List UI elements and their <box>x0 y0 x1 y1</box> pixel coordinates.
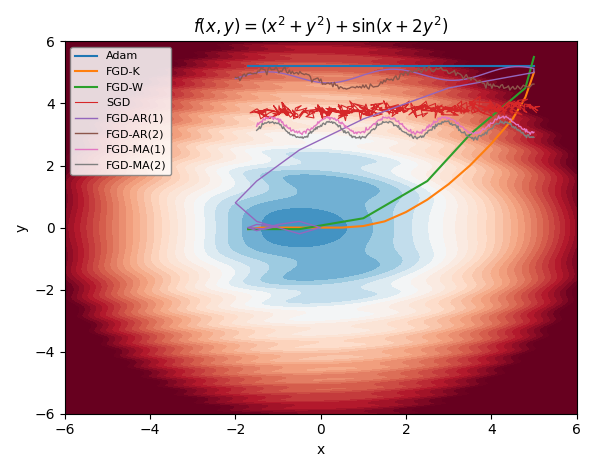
FGD-AR(2) <box>507 87 514 93</box>
FGD-AR(1) <box>413 70 420 76</box>
FGD-AR(1) <box>232 76 239 82</box>
FGD-K <box>445 181 452 187</box>
Line: FGD-K: FGD-K <box>248 73 534 229</box>
Adam <box>244 63 252 69</box>
FGD-K <box>509 116 516 122</box>
FGD-AR(1) <box>511 64 519 69</box>
FGD-MA(2) <box>530 135 538 140</box>
SGD <box>499 106 506 112</box>
FGD-AR(1) <box>244 225 252 230</box>
FGD-AR(1) <box>515 64 522 69</box>
FGD-AR(2) <box>250 71 257 76</box>
Title: $f(x, y) = (x^2 + y^2) + \sin(x + 2y^2)$: $f(x, y) = (x^2 + y^2) + \sin(x + 2y^2)$ <box>193 15 448 39</box>
FGD-K <box>317 225 324 230</box>
FGD-MA(2) <box>253 127 260 133</box>
SGD <box>423 108 430 113</box>
FGD-MA(1) <box>506 117 513 123</box>
FGD-AR(1) <box>258 69 265 75</box>
FGD-MA(1) <box>424 123 431 129</box>
FGD-K <box>274 225 281 230</box>
FGD-K <box>360 223 367 229</box>
SGD <box>533 110 540 115</box>
Line: FGD-AR(2): FGD-AR(2) <box>235 66 534 90</box>
FGD-W <box>253 226 260 232</box>
Line: FGD-MA(2): FGD-MA(2) <box>257 121 534 140</box>
Legend: Adam, FGD-K, FGD-W, SGD, FGD-AR(1), FGD-AR(2), FGD-MA(1), FGD-MA(2): Adam, FGD-K, FGD-W, SGD, FGD-AR(1), FGD-… <box>70 47 171 175</box>
FGD-W <box>244 226 252 232</box>
FGD-AR(1) <box>296 231 303 236</box>
FGD-MA(2) <box>423 130 430 135</box>
Line: FGD-MA(1): FGD-MA(1) <box>257 116 534 135</box>
FGD-AR(1) <box>243 72 250 78</box>
FGD-MA(2) <box>254 126 261 132</box>
FGD-AR(2) <box>508 85 515 91</box>
Adam <box>530 63 538 69</box>
FGD-MA(2) <box>418 135 426 140</box>
FGD-K <box>296 225 303 230</box>
FGD-AR(2) <box>244 71 251 76</box>
FGD-MA(2) <box>488 126 495 132</box>
FGD-MA(1) <box>253 124 260 129</box>
FGD-K <box>381 219 388 224</box>
SGD <box>259 110 266 116</box>
FGD-W <box>360 215 367 221</box>
FGD-MA(1) <box>419 127 426 133</box>
FGD-MA(1) <box>488 120 495 126</box>
FGD-AR(2) <box>311 76 318 82</box>
FGD-W <box>530 54 538 60</box>
FGD-MA(2) <box>506 121 513 127</box>
FGD-MA(1) <box>299 132 306 137</box>
Line: SGD: SGD <box>250 96 539 121</box>
FGD-K <box>339 225 346 230</box>
SGD <box>440 112 447 118</box>
SGD <box>366 109 373 114</box>
FGD-W <box>296 226 303 232</box>
FGD-K <box>530 70 538 76</box>
FGD-AR(2) <box>232 75 239 80</box>
FGD-AR(1) <box>326 80 333 86</box>
FGD-AR(1) <box>440 77 447 83</box>
SGD <box>342 118 349 124</box>
Line: FGD-W: FGD-W <box>248 57 534 229</box>
Y-axis label: y: y <box>15 223 29 232</box>
FGD-K <box>244 226 252 232</box>
FGD-AR(2) <box>287 71 294 76</box>
FGD-K <box>257 225 265 230</box>
SGD <box>328 110 335 115</box>
FGD-MA(2) <box>497 118 504 124</box>
FGD-MA(1) <box>495 113 502 118</box>
FGD-MA(1) <box>418 130 426 136</box>
SGD <box>324 112 331 118</box>
FGD-MA(1) <box>530 129 538 135</box>
FGD-AR(2) <box>426 63 433 69</box>
FGD-MA(2) <box>417 133 424 139</box>
FGD-K <box>402 209 409 215</box>
Line: FGD-AR(1): FGD-AR(1) <box>235 67 534 234</box>
FGD-AR(2) <box>530 81 538 87</box>
FGD-K <box>466 163 473 169</box>
SGD <box>477 93 484 99</box>
FGD-K <box>424 197 431 202</box>
FGD-K <box>522 94 529 100</box>
FGD-MA(2) <box>470 137 477 143</box>
FGD-W <box>522 85 529 91</box>
FGD-W <box>424 178 431 184</box>
FGD-MA(1) <box>254 120 261 126</box>
FGD-K <box>488 141 495 147</box>
FGD-AR(2) <box>519 84 526 90</box>
X-axis label: x: x <box>316 443 325 457</box>
FGD-W <box>466 132 473 137</box>
